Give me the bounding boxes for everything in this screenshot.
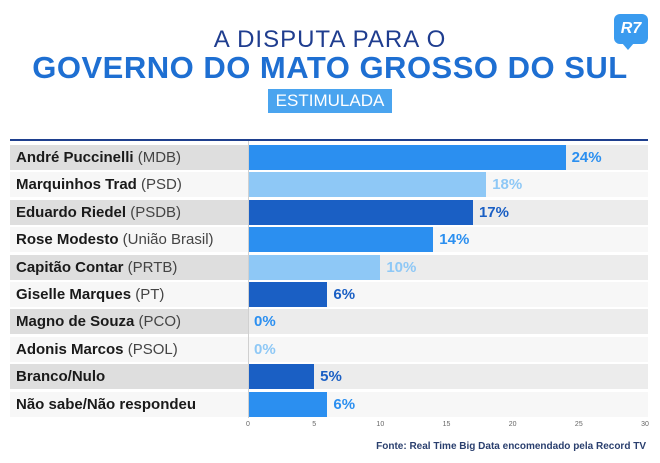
value-label: 0%	[254, 340, 276, 358]
x-tick-label: 30	[641, 421, 649, 428]
category-label: Adonis Marcos (PSOL)	[10, 336, 248, 362]
r7-logo: R7	[614, 14, 648, 50]
x-tick-label: 20	[508, 421, 517, 428]
value-label: 24%	[571, 149, 602, 166]
x-tick-label: 0	[246, 421, 250, 428]
party-name: (PSOL)	[123, 340, 178, 358]
x-tick-label: 10	[376, 421, 385, 428]
value-label: 5%	[320, 368, 342, 386]
candidate-name: Marquinhos Trad	[16, 176, 137, 194]
axis-line	[248, 141, 249, 418]
candidate-name: Não sabe/Não respondeu	[16, 395, 197, 413]
party-name: (União Brasil)	[118, 231, 214, 249]
bar	[248, 254, 381, 280]
x-tick-label: 5	[312, 421, 317, 428]
bar	[248, 199, 473, 225]
bar	[248, 172, 487, 198]
source-note: Fonte: Real Time Big Data encomendado pe…	[376, 441, 646, 452]
candidate-name: Rose Modesto	[16, 231, 119, 249]
bar	[248, 227, 434, 253]
value-label: 0%	[254, 313, 276, 331]
category-label: Eduardo Riedel (PSDB)	[10, 199, 248, 225]
candidate-name: Giselle Marques	[16, 286, 132, 303]
title-line1: A DISPUTA PARA O	[213, 26, 447, 53]
category-label: Magno de Souza (PCO)	[10, 309, 248, 335]
bar	[248, 391, 328, 417]
party-name: (PSDB)	[126, 203, 182, 221]
party-name: (PRTB)	[123, 258, 178, 276]
x-tick-label: 25	[574, 421, 583, 428]
value-label: 6%	[333, 395, 356, 413]
candidate-name: Magno de Souza	[16, 313, 135, 331]
candidate-name: Branco/Nulo	[16, 368, 106, 386]
candidate-name: André Puccinelli	[16, 149, 134, 166]
value-label: 6%	[333, 286, 356, 303]
party-name: (MDB)	[133, 149, 182, 166]
value-label: 17%	[478, 203, 509, 221]
category-label: Marquinhos Trad (PSD)	[10, 172, 248, 198]
candidate-name: Eduardo Riedel	[16, 203, 127, 221]
candidate-name: Capitão Contar	[16, 258, 124, 276]
title-line2: GOVERNO DO MATO GROSSO DO SUL	[32, 50, 628, 85]
party-name: (PT)	[131, 286, 165, 303]
category-label: Rose Modesto (União Brasil)	[10, 227, 248, 253]
category-label: André Puccinelli (MDB)	[10, 145, 248, 170]
value-label: 18%	[492, 176, 523, 194]
category-label: Não sabe/Não respondeu	[10, 391, 248, 417]
category-label: Capitão Contar (PRTB)	[10, 254, 248, 280]
estimulada-tag: ESTIMULADA	[268, 89, 392, 113]
party-name: (PSD)	[136, 176, 182, 194]
top-divider	[10, 139, 648, 141]
bar	[248, 364, 315, 390]
value-label: 14%	[439, 231, 470, 249]
bar	[248, 282, 328, 307]
value-label: 10%	[386, 258, 417, 276]
x-tick-label: 15	[442, 421, 451, 428]
party-name: (PCO)	[134, 313, 182, 331]
bar	[248, 145, 566, 170]
category-label: Giselle Marques (PT)	[10, 282, 248, 307]
candidate-name: Adonis Marcos	[16, 340, 124, 358]
category-label: Branco/Nulo	[10, 364, 248, 390]
